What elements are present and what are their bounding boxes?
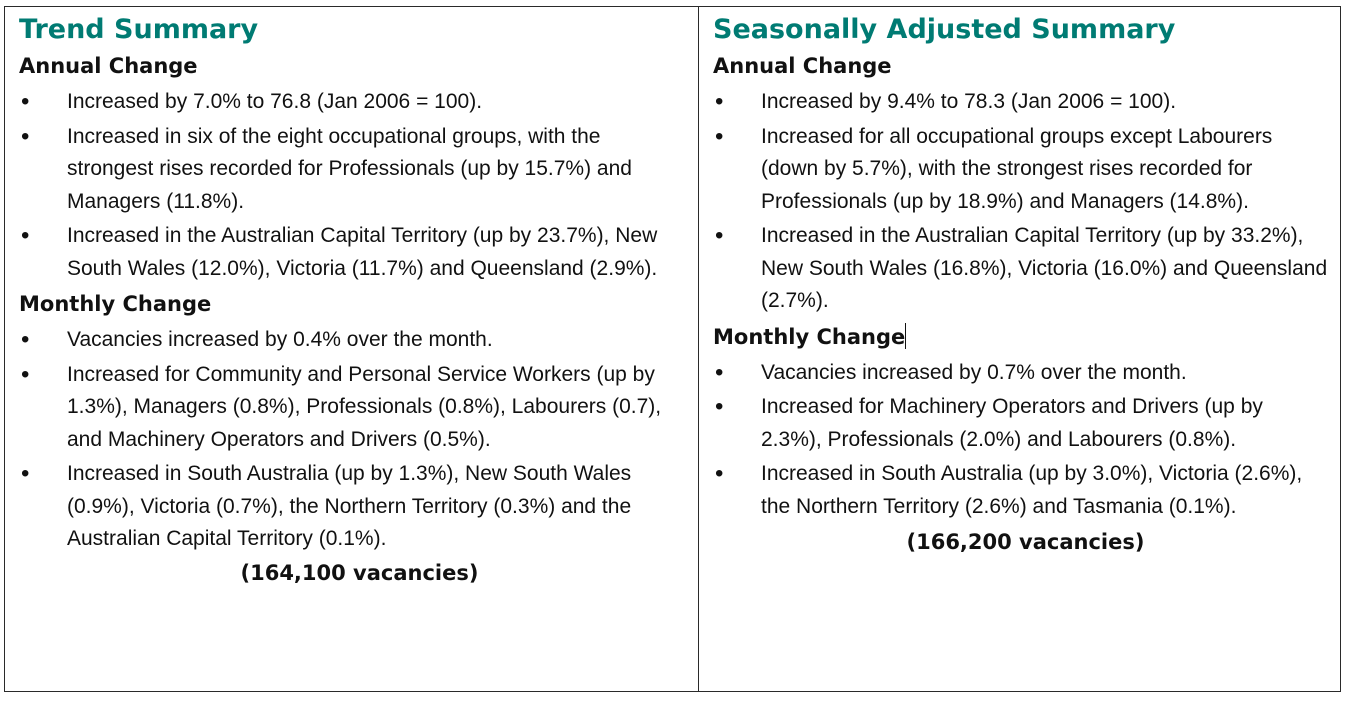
trend-annual-heading: Annual Change [19, 54, 198, 78]
seasonal-monthly-heading: Monthly Change [713, 324, 906, 349]
list-item: Increased for all occupational groups ex… [713, 121, 1328, 219]
list-item: Vacancies increased by 0.4% over the mon… [19, 324, 684, 357]
trend-vacancies-total: (164,100 vacancies) [240, 560, 479, 585]
list-item: Increased by 9.4% to 78.3 (Jan 2006 = 10… [713, 86, 1328, 119]
summary-table: Trend Summary Annual Change Increased by… [4, 6, 1341, 692]
list-item: Increased in the Australian Capital Terr… [713, 220, 1328, 318]
trend-monthly-heading: Monthly Change [19, 292, 212, 316]
trend-summary-column: Trend Summary Annual Change Increased by… [5, 7, 699, 691]
seasonal-annual-list: Increased by 9.4% to 78.3 (Jan 2006 = 10… [713, 86, 1328, 318]
text-cursor [905, 322, 907, 349]
list-item: Increased in South Australia (up by 1.3%… [19, 458, 684, 556]
list-item: Vacancies increased by 0.7% over the mon… [713, 357, 1328, 390]
seasonal-summary-column: Seasonally Adjusted Summary Annual Chang… [699, 7, 1340, 691]
trend-annual-list: Increased by 7.0% to 76.8 (Jan 2006 = 10… [19, 86, 684, 285]
list-item: Increased in South Australia (up by 3.0%… [713, 458, 1328, 523]
seasonal-monthly-heading-row[interactable]: Monthly Change [713, 322, 1328, 352]
list-item: Increased for Community and Personal Ser… [19, 359, 684, 457]
seasonal-monthly-list: Vacancies increased by 0.7% over the mon… [713, 357, 1328, 524]
list-item: Increased by 7.0% to 76.8 (Jan 2006 = 10… [19, 86, 684, 119]
seasonal-summary-title: Seasonally Adjusted Summary [713, 14, 1176, 45]
list-item: Increased for Machinery Operators and Dr… [713, 391, 1328, 456]
seasonal-vacancies-total: (166,200 vacancies) [906, 530, 1145, 554]
list-item: Increased in the Australian Capital Terr… [19, 220, 684, 285]
trend-monthly-list: Vacancies increased by 0.4% over the mon… [19, 324, 684, 556]
trend-summary-title: Trend Summary [19, 14, 259, 45]
seasonal-annual-heading: Annual Change [713, 54, 892, 78]
list-item: Increased in six of the eight occupation… [19, 121, 684, 219]
